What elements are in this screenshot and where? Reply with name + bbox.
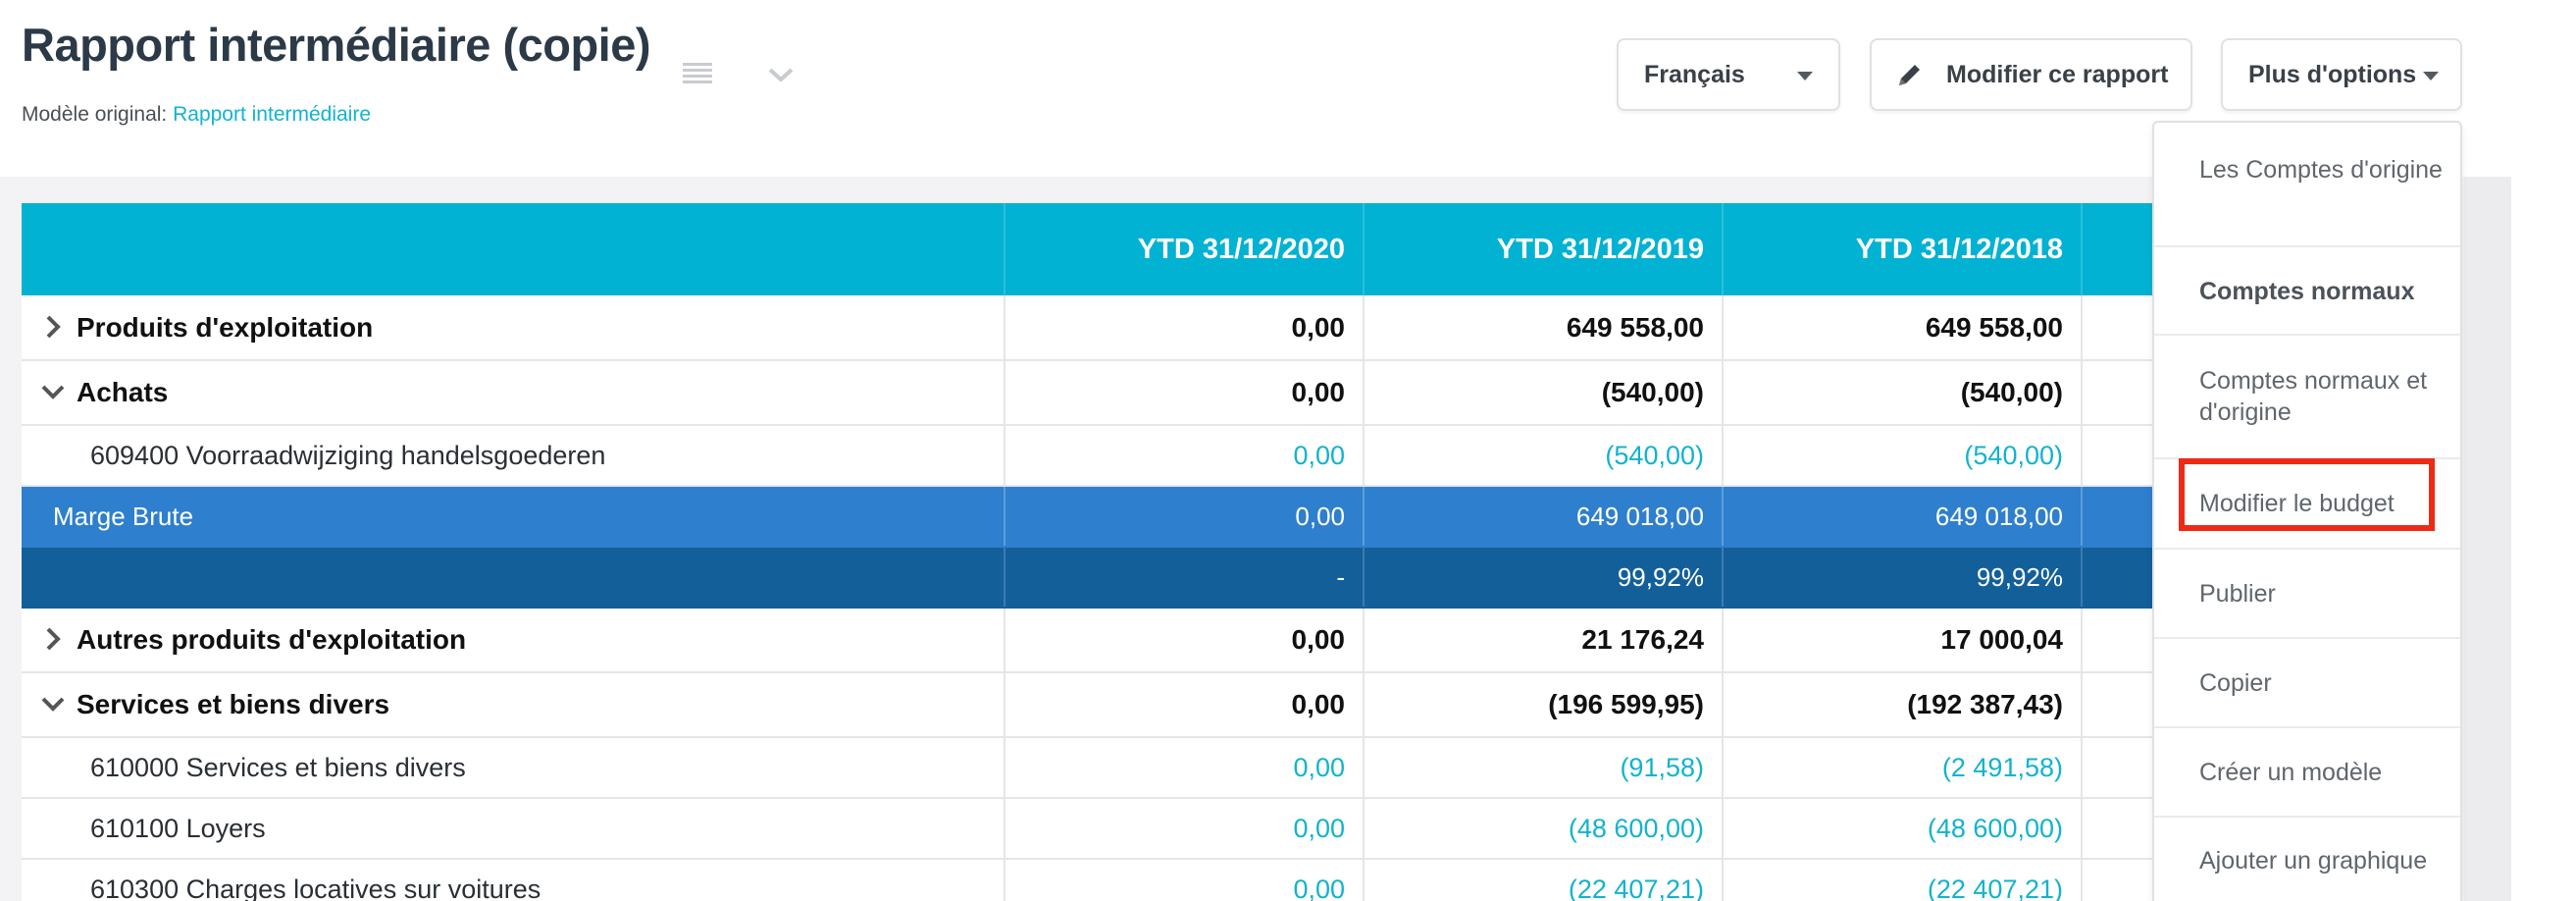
cell-value: 99,92% [1723,547,2083,609]
table-row[interactable]: 610000 Services et biens divers 0,00 (91… [22,737,2217,799]
row-label-text: Autres produits d'exploitation [77,624,467,655]
table-row[interactable]: Achats 0,00 (540,00) (540,00) [22,360,2217,426]
menu-item-add-chart[interactable]: Ajouter un graphique [2199,847,2428,874]
cell-value: 99,92% [1364,547,1724,609]
caret-down-icon [1797,72,1813,80]
row-label: 610300 Charges locatives sur voitures [22,859,1005,901]
cell-value: 649 018,00 [1364,486,1724,548]
row-label: Services et biens divers [22,672,1005,738]
caret-down-icon [2423,72,2439,80]
pencil-icon [1899,65,1920,85]
highlight-box [2179,458,2435,531]
table-row[interactable]: Autres produits d'exploitation 0,00 21 1… [22,608,2217,673]
page-title: Rapport intermédiaire (copie) [22,19,651,71]
cell-value: (196 599,95) [1364,672,1724,738]
cell-value: 17 000,04 [1723,608,2083,673]
menu-item-publish[interactable]: Publier [2154,550,2460,639]
row-label: 610100 Loyers [22,798,1005,860]
column-header[interactable]: YTD 31/12/2018 [1723,203,2083,295]
more-options-menu: Les Comptes d'origine Comptes normaux Co… [2152,121,2462,901]
cell-value: 649 558,00 [1364,295,1724,361]
report-table-container: YTD 31/12/2020 YTD 31/12/2019 YTD 31/12/… [22,203,2217,901]
row-label [22,547,1005,609]
row-label: 610000 Services et biens divers [22,737,1005,799]
column-header [22,203,1005,295]
menu-item-normal-accounts[interactable]: Comptes normaux [2154,247,2460,336]
table-row[interactable]: 610300 Charges locatives sur voitures 0,… [22,859,2217,901]
chevron-down-icon[interactable] [39,690,67,717]
list-icon[interactable] [683,63,712,84]
cell-value-link[interactable]: (540,00) [1364,425,1724,487]
language-select-value: Français [1644,60,1745,88]
cell-value: (540,00) [1723,360,2083,426]
menu-item-normal-and-original-accounts[interactable]: Comptes normaux et d'origine [2154,336,2460,459]
table-row[interactable]: Produits d'exploitation 0,00 649 558,00 … [22,295,2217,361]
row-label-text: Produits d'exploitation [77,311,374,343]
column-header[interactable]: YTD 31/12/2020 [1005,203,1365,295]
cell-value: 0,00 [1005,295,1365,361]
row-label: Autres produits d'exploitation [22,608,1005,673]
table-row[interactable]: Services et biens divers 0,00 (196 599,9… [22,672,2217,738]
cell-value: 0,00 [1005,360,1365,426]
cell-value-link[interactable]: (22 407,21) [1723,859,2083,901]
table-row[interactable]: 610100 Loyers 0,00 (48 600,00) (48 600,0… [22,798,2217,860]
cell-value-link[interactable]: (91,58) [1364,737,1724,799]
cell-value-link[interactable]: 0,00 [1005,737,1365,799]
cell-value: 0,00 [1005,608,1365,673]
row-label: Produits d'exploitation [22,295,1005,361]
original-template-link[interactable]: Rapport intermédiaire [173,103,372,126]
menu-item-edit-budget[interactable]: Modifier le budget [2154,459,2460,550]
row-label: Marge Brute [22,486,1005,548]
edit-report-label: Modifier ce rapport [1946,60,2169,88]
original-template-line: Modèle original: Rapport intermédiaire [22,103,371,127]
cell-value-link[interactable]: (48 600,00) [1723,798,2083,860]
edit-report-button[interactable]: Modifier ce rapport [1870,38,2192,111]
chevron-down-icon[interactable] [767,65,795,84]
chevron-right-icon[interactable] [39,625,67,653]
row-label-text: Services et biens divers [77,689,390,719]
row-label: 609400 Voorraadwijziging handelsgoederen [22,425,1005,487]
more-options-button[interactable]: Plus d'options [2221,38,2462,111]
right-gutter [2511,0,2576,901]
column-header[interactable]: YTD 31/12/2019 [1364,203,1724,295]
row-label-text: Achats [77,377,169,407]
cell-value-link[interactable]: 0,00 [1005,859,1365,901]
cell-value: 21 176,24 [1364,608,1724,673]
cell-value: - [1005,547,1365,609]
gross-margin-percent-row: - 99,92% 99,92% [22,547,2217,609]
cell-value-link[interactable]: (540,00) [1723,425,2083,487]
cell-value-link[interactable]: 0,00 [1005,798,1365,860]
cell-value-link[interactable]: (48 600,00) [1364,798,1724,860]
scroll-area-edge [2464,177,2511,901]
table-header-row: YTD 31/12/2020 YTD 31/12/2019 YTD 31/12/… [22,203,2217,295]
report-table: YTD 31/12/2020 YTD 31/12/2019 YTD 31/12/… [22,203,2217,901]
chevron-right-icon[interactable] [39,313,67,341]
more-options-label: Plus d'options [2248,60,2417,88]
cell-value: 0,00 [1005,672,1365,738]
cell-value-link[interactable]: (22 407,21) [1364,859,1724,901]
original-template-label: Modèle original: [22,103,174,126]
menu-item-copy[interactable]: Copier [2154,639,2460,728]
table-row[interactable]: 609400 Voorraadwijziging handelsgoederen… [22,425,2217,487]
cell-value-link[interactable]: 0,00 [1005,425,1365,487]
gross-margin-row: Marge Brute 0,00 649 018,00 649 018,00 [22,486,2217,548]
language-select[interactable]: Français [1617,38,1840,111]
chevron-down-icon[interactable] [39,378,67,405]
row-label: Achats [22,360,1005,426]
cell-value: (192 387,43) [1723,672,2083,738]
cell-value: 649 558,00 [1723,295,2083,361]
cell-value: 649 018,00 [1723,486,2083,548]
menu-item-create-template[interactable]: Créer un modèle [2154,728,2460,818]
cell-value: 0,00 [1005,486,1365,548]
cell-value-link[interactable]: (2 491,58) [1723,737,2083,799]
cell-value: (540,00) [1364,360,1724,426]
menu-item-original-accounts[interactable]: Les Comptes d'origine [2154,123,2460,247]
